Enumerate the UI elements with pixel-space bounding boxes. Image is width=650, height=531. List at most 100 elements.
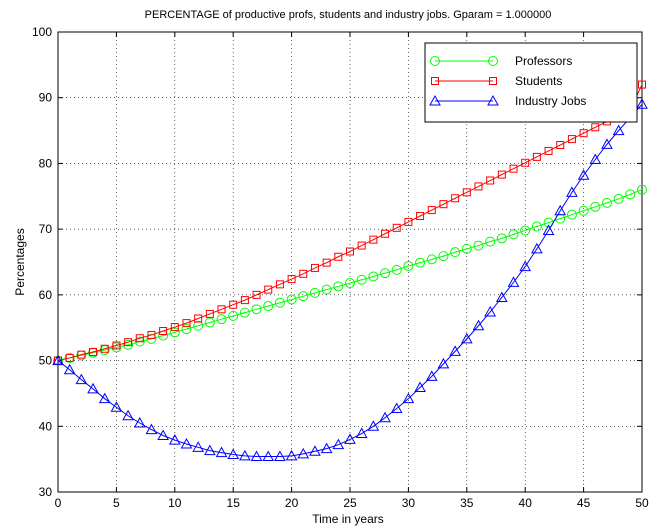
data-point-professors <box>169 327 180 338</box>
x-tick-label: 20 <box>285 496 299 510</box>
data-point-professors <box>590 201 601 212</box>
data-point-professors <box>637 184 647 195</box>
data-point-industry-jobs <box>262 450 275 462</box>
data-point-professors <box>438 251 449 262</box>
data-point-industry-jobs <box>227 448 240 460</box>
data-point-industry-jobs <box>203 444 216 456</box>
data-point-industry-jobs <box>437 357 450 369</box>
data-point-students <box>65 353 74 362</box>
data-point-professors <box>181 324 192 335</box>
x-tick-label: 45 <box>577 496 591 510</box>
legend-marker-students <box>489 77 497 85</box>
data-point-students <box>275 280 284 289</box>
data-point-industry-jobs <box>344 433 356 444</box>
legend-label-industry-jobs: Industry Jobs <box>515 94 586 108</box>
data-point-professors <box>403 260 414 271</box>
data-point-industry-jobs <box>612 124 625 136</box>
data-point-students <box>334 252 343 261</box>
data-point-industry-jobs <box>355 427 368 439</box>
plot-area: 0 5 10 15 20 25 30 35 40 45 50 30 40 50 60 70 80 90 100 Pro… <box>32 25 649 510</box>
data-point-students <box>591 123 600 132</box>
y-tick-label: 80 <box>39 156 53 170</box>
data-point-industry-jobs <box>122 409 134 421</box>
legend: Professors Students Industry Jobs <box>424 42 638 123</box>
chart-title: PERCENTAGE of productive profs, students… <box>145 9 552 21</box>
data-point-students <box>474 182 483 191</box>
data-point-students <box>497 170 506 179</box>
data-point-students <box>509 164 518 173</box>
legend-marker-professors <box>430 56 440 66</box>
data-point-students <box>357 241 366 250</box>
data-point-professors <box>239 307 250 318</box>
data-point-industry-jobs <box>239 449 251 461</box>
data-point-professors <box>485 236 496 247</box>
legend-label-students: Students <box>515 74 562 88</box>
data-point-students <box>486 176 495 185</box>
x-tick-label: 15 <box>227 496 241 510</box>
data-point-students <box>205 309 214 318</box>
legend-marker-industry-jobs <box>487 94 499 106</box>
data-point-industry-jobs <box>542 224 555 235</box>
data-point-industry-jobs <box>52 354 64 366</box>
data-point-industry-jobs <box>531 242 543 254</box>
data-point-industry-jobs <box>192 441 205 452</box>
data-point-students <box>124 338 133 347</box>
data-point-professors <box>228 310 239 321</box>
data-point-industry-jobs <box>180 437 193 449</box>
data-point-industry-jobs <box>554 204 567 216</box>
data-point-professors <box>578 205 589 216</box>
data-point-students <box>287 275 296 284</box>
data-point-industry-jobs <box>320 442 333 454</box>
data-point-professors <box>251 304 262 315</box>
data-point-students <box>544 146 553 155</box>
x-tick-label: 40 <box>519 496 533 510</box>
data-point-students <box>451 194 460 203</box>
data-point-students <box>170 323 179 332</box>
data-point-industry-jobs <box>367 420 380 431</box>
data-point-professors <box>450 247 461 258</box>
y-tick-label: 90 <box>39 91 53 105</box>
data-point-industry-jobs <box>589 153 602 164</box>
data-point-professors <box>193 320 204 331</box>
data-point-students <box>556 141 565 150</box>
data-point-students <box>182 319 191 328</box>
data-point-professors <box>520 225 531 236</box>
data-point-students <box>217 305 226 314</box>
data-point-students <box>427 206 436 215</box>
x-tick-label: 0 <box>55 496 62 510</box>
data-point-professors <box>345 278 355 289</box>
data-point-professors <box>566 209 577 220</box>
data-point-industry-jobs <box>472 319 485 331</box>
legend-label-professors: Professors <box>515 54 572 68</box>
data-point-industry-jobs <box>98 392 111 404</box>
data-point-professors <box>461 243 472 254</box>
data-point-students <box>392 223 401 232</box>
data-point-industry-jobs <box>168 434 181 445</box>
data-point-industry-jobs <box>332 438 345 450</box>
data-point-professors <box>274 297 285 308</box>
data-point-professors <box>391 264 402 275</box>
data-point-industry-jobs <box>507 276 520 287</box>
data-point-professors <box>473 240 484 251</box>
data-point-students <box>404 217 413 226</box>
data-point-students <box>240 296 249 305</box>
data-point-industry-jobs <box>390 402 403 414</box>
data-point-students <box>229 300 238 309</box>
data-point-professors <box>321 284 332 295</box>
data-point-industry-jobs <box>157 429 169 440</box>
data-point-professors <box>613 193 624 204</box>
data-point-industry-jobs <box>460 332 473 344</box>
data-point-professors <box>508 229 519 240</box>
data-point-students <box>369 235 378 244</box>
data-point-professors <box>309 287 320 298</box>
data-point-industry-jobs <box>484 305 497 317</box>
series-industry-jobs <box>52 98 648 462</box>
data-point-students <box>532 152 541 161</box>
data-point-professors <box>380 268 391 279</box>
data-point-industry-jobs <box>519 260 532 272</box>
data-point-industry-jobs <box>425 370 438 381</box>
data-point-professors <box>426 254 437 265</box>
legend-box <box>424 42 638 123</box>
data-point-professors <box>146 333 157 344</box>
